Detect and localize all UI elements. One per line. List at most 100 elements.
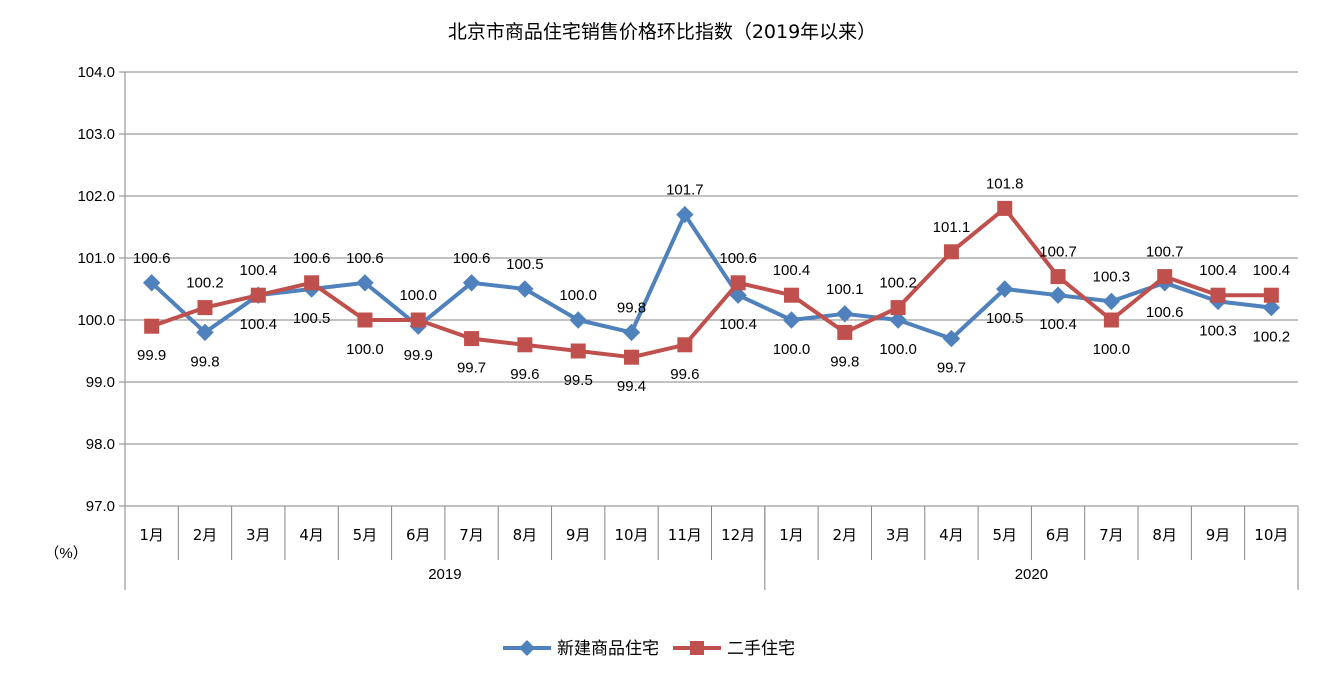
data-label: 100.7	[1146, 244, 1184, 261]
data-point	[837, 324, 853, 340]
data-label: 99.6	[510, 366, 539, 383]
data-label: 100.2	[186, 275, 224, 292]
x-tick-label: 1月	[139, 526, 164, 544]
data-label: 99.9	[137, 347, 166, 364]
data-point	[570, 343, 586, 359]
data-label: 100.7	[1039, 244, 1077, 261]
data-point	[1263, 287, 1279, 303]
data-label: 100.6	[293, 250, 331, 267]
data-label: 99.6	[670, 366, 699, 383]
data-point	[730, 275, 746, 291]
x-tick-label: 9月	[1206, 526, 1231, 544]
data-point	[889, 311, 907, 329]
data-point	[464, 331, 480, 347]
data-point	[782, 311, 801, 329]
data-label: 99.7	[457, 360, 486, 377]
data-label: 100.4	[773, 262, 811, 279]
legend-marker	[519, 640, 535, 656]
data-label: 100.6	[453, 250, 491, 267]
data-point	[1103, 312, 1119, 328]
data-label: 100.4	[240, 262, 278, 279]
data-point	[783, 287, 799, 303]
data-label: 100.0	[559, 287, 597, 304]
data-label: 100.6	[133, 250, 171, 267]
data-point	[943, 244, 959, 260]
data-label: 100.0	[399, 287, 437, 304]
data-point	[624, 349, 640, 365]
data-point	[729, 286, 747, 304]
y-tick-label: 100.0	[77, 312, 115, 329]
data-point	[356, 274, 374, 292]
data-label: 101.8	[986, 175, 1024, 192]
x-tick-label: 3月	[246, 526, 271, 544]
x-tick-label: 11月	[668, 526, 702, 544]
data-point	[516, 280, 534, 298]
x-tick-label: 8月	[1152, 526, 1177, 544]
legend-label: 新建商品住宅	[557, 639, 659, 659]
x-tick-label: 9月	[566, 526, 591, 544]
data-labels: 100.6 99.9 99.8 100.2 100.4 100.4 100.5 100.6 10…	[133, 175, 1290, 395]
data-point	[1210, 287, 1226, 303]
y-tick-label: 102.0	[77, 188, 115, 205]
series-layer	[142, 200, 1281, 365]
legend-marker	[690, 641, 704, 655]
x-tick-label: 7月	[1099, 526, 1124, 544]
data-label: 99.8	[190, 353, 219, 370]
x-tick-label: 4月	[939, 526, 964, 544]
data-label: 99.7	[937, 360, 966, 377]
y-tick-label: 99.0	[86, 374, 115, 391]
y-tick-label: 101.0	[77, 250, 115, 267]
data-label: 100.6	[719, 250, 757, 267]
data-label: 100.4	[719, 316, 757, 333]
data-label: 101.7	[666, 182, 704, 199]
x-tick-label: 7月	[459, 526, 484, 544]
x-tick-label: 5月	[353, 526, 378, 544]
data-label: 100.0	[1093, 341, 1131, 358]
data-point	[142, 274, 161, 292]
data-label: 100.5	[986, 310, 1024, 327]
data-label: 100.3	[1093, 268, 1131, 285]
x-group-label: 2020	[1015, 566, 1048, 583]
x-tick-label: 10月	[1254, 526, 1288, 544]
data-point	[196, 323, 214, 342]
x-axis: 1月 2月 3月 4月 5月 6月 7月 8月 9月 10月 11月 12月 1月 2月 3月 4月 5月 6月 7…	[124, 72, 1299, 590]
data-label: 99.8	[617, 299, 646, 316]
y-tick-label: 103.0	[77, 126, 115, 143]
data-label: 99.4	[617, 378, 646, 395]
data-label: 100.2	[1253, 329, 1291, 346]
data-point	[357, 312, 373, 328]
data-point	[304, 275, 320, 291]
data-point	[410, 312, 426, 328]
data-label: 100.1	[826, 281, 864, 298]
data-point	[997, 200, 1013, 216]
data-point	[996, 280, 1014, 298]
x-group-label: 2019	[428, 566, 461, 583]
data-label: 100.0	[773, 341, 811, 358]
data-label: 100.4	[1199, 262, 1237, 279]
data-point	[569, 311, 587, 329]
y-tick-label: 97.0	[86, 498, 115, 515]
x-tick-label: 12月	[721, 526, 755, 544]
x-tick-label: 1月	[779, 526, 804, 544]
legend: 新建商品住宅 二手住宅	[503, 639, 795, 659]
x-tick-label: 6月	[1046, 526, 1071, 544]
data-point	[462, 274, 481, 292]
data-point	[622, 323, 641, 342]
y-tick-label: 98.0	[86, 436, 115, 453]
data-point	[942, 329, 961, 348]
data-point	[250, 287, 266, 303]
data-label: 100.4	[1253, 262, 1291, 279]
series-2	[144, 200, 1279, 365]
x-tick-label: 4月	[299, 526, 324, 544]
data-point	[890, 300, 906, 316]
data-label: 100.5	[293, 310, 331, 327]
data-label: 100.4	[1039, 316, 1077, 333]
data-point	[197, 300, 213, 316]
data-point	[836, 305, 854, 323]
data-label: 101.1	[933, 219, 971, 236]
x-tick-label: 8月	[513, 526, 538, 544]
x-tick-label: 3月	[886, 526, 911, 544]
data-point	[517, 337, 533, 353]
data-label: 100.0	[879, 341, 917, 358]
data-label: 100.2	[879, 275, 917, 292]
